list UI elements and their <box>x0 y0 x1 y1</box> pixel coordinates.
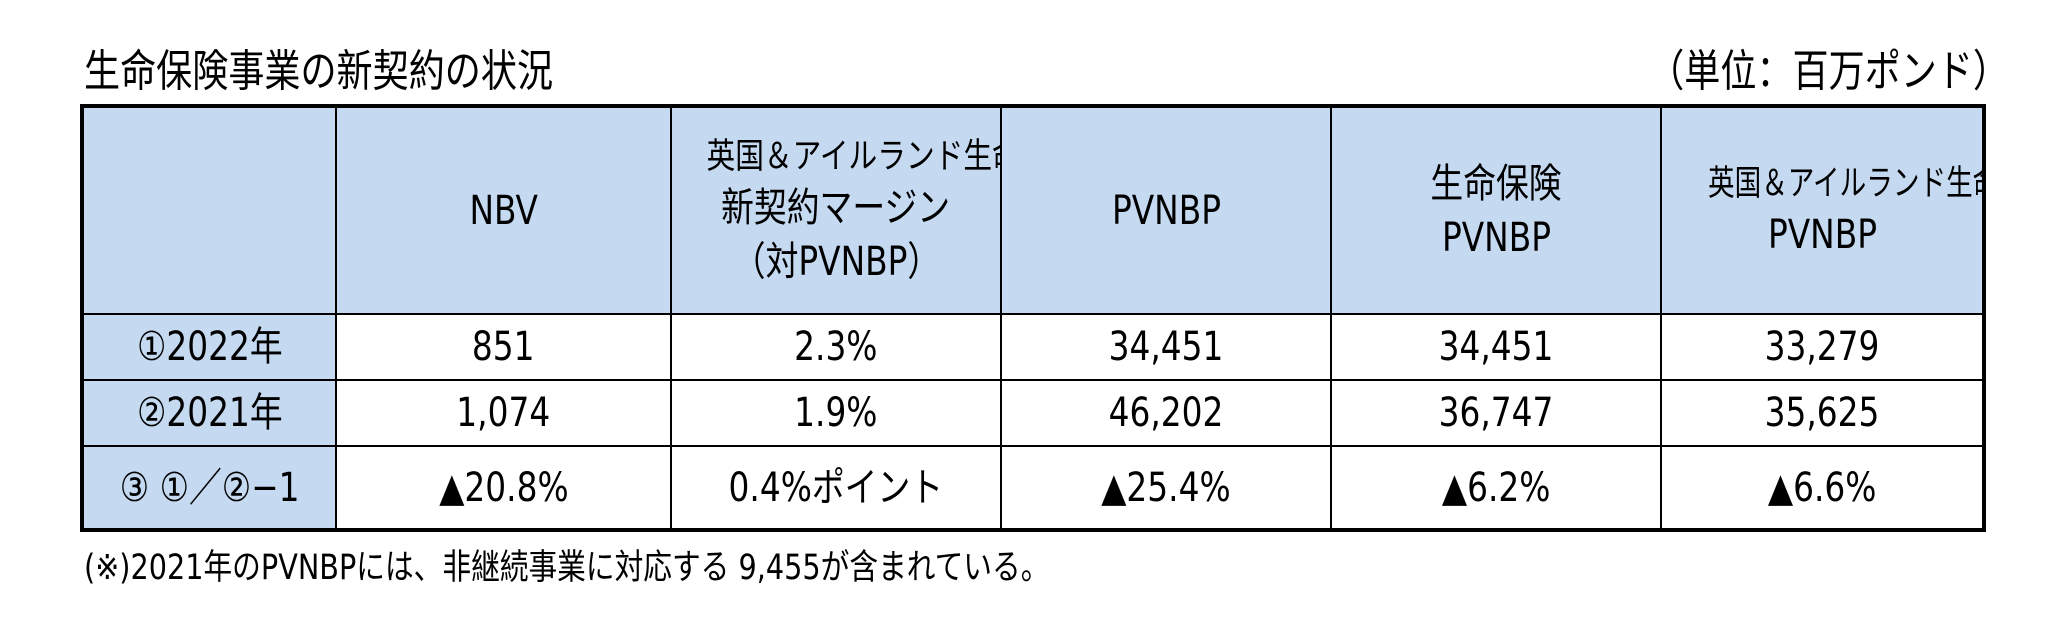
cell-value: 34,451 <box>1438 324 1554 370</box>
cell-value: 1.9% <box>794 390 878 436</box>
row-label-text: ①2022年 <box>136 324 283 370</box>
table-cell: ▲6.6% <box>1660 445 1985 531</box>
header-margin-line1: 英国＆アイルランド生命 <box>706 136 1001 177</box>
cell-value: 46,202 <box>1108 390 1224 436</box>
cell-value: 35,625 <box>1764 390 1880 436</box>
header-life-pvnbp-line1: 生命保険 <box>1430 160 1562 207</box>
row-label-text: ③ ①／②−1 <box>119 464 300 511</box>
row-label-2022: ①2022年 <box>81 313 337 381</box>
header-nbv: NBV <box>335 105 672 315</box>
table-cell: 1.9% <box>670 379 1002 447</box>
header-margin-line3: （対PVNBP） <box>732 238 940 285</box>
table-cell: ▲20.8% <box>335 445 672 531</box>
table-cell: 851 <box>335 313 672 381</box>
row-label-2021: ②2021年 <box>81 379 337 447</box>
cell-value: ▲6.2% <box>1441 464 1551 511</box>
header-row: NBV 英国＆アイルランド生命 新契約マージン （対PVNBP） PVNBP 生… <box>81 105 1985 315</box>
header-margin: 英国＆アイルランド生命 新契約マージン （対PVNBP） <box>670 105 1002 315</box>
header-uk-ireland-pvnbp-line2: PVNBP <box>1767 211 1877 258</box>
table-cell: 0.4%ポイント <box>670 445 1002 531</box>
table-cell: 34,451 <box>1330 313 1662 381</box>
row-label-text: ②2021年 <box>136 390 283 436</box>
row-label-change: ③ ①／②−1 <box>81 445 337 531</box>
header-life-pvnbp-line2: PVNBP <box>1441 214 1551 261</box>
cell-value: 851 <box>472 324 535 370</box>
cell-value: 36,747 <box>1438 390 1554 436</box>
header-life-pvnbp: 生命保険 PVNBP <box>1330 105 1662 315</box>
cell-value: 2.3% <box>794 324 878 370</box>
table-cell: 34,451 <box>1000 313 1332 381</box>
unit-label: （単位：百万ポンド） <box>1648 46 2009 97</box>
table-cell: 2.3% <box>670 313 1002 381</box>
header-pvnbp: PVNBP <box>1000 105 1332 315</box>
page-title: 生命保険事業の新契約の状況 <box>84 46 554 97</box>
header-uk-ireland-pvnbp-line1: 英国＆アイルランド生命 <box>1707 163 1984 204</box>
header-nbv-label: NBV <box>469 187 538 234</box>
table-cell: 36,747 <box>1330 379 1662 447</box>
table-row: ②2021年 1,074 1.9% 46,202 36,747 35,625 <box>81 379 1985 447</box>
footnote: (※)2021年のPVNBPには、非継続事業に対応する 9,455が含まれている… <box>84 548 1050 588</box>
table-cell: ▲6.2% <box>1330 445 1662 531</box>
header-corner-cell <box>81 105 337 315</box>
cell-value: 33,279 <box>1764 324 1880 370</box>
table-cell: 46,202 <box>1000 379 1332 447</box>
header-uk-ireland-pvnbp: 英国＆アイルランド生命 PVNBP <box>1660 105 1985 315</box>
table-row: ③ ①／②−1 ▲20.8% 0.4%ポイント ▲25.4% ▲6.2% ▲6.… <box>81 445 1985 531</box>
table-cell: 35,625 <box>1660 379 1985 447</box>
table-cell: ▲25.4% <box>1000 445 1332 531</box>
cell-value: ▲25.4% <box>1101 464 1231 511</box>
table-row: ①2022年 851 2.3% 34,451 34,451 33,279 <box>81 313 1985 381</box>
table-cell: 1,074 <box>335 379 672 447</box>
cell-value: ▲6.6% <box>1767 464 1877 511</box>
header-pvnbp-label: PVNBP <box>1111 187 1221 234</box>
cell-value: 0.4%ポイント <box>728 464 944 511</box>
cell-value: 34,451 <box>1108 324 1224 370</box>
header-margin-line2: 新契約マージン <box>721 184 951 231</box>
cell-value: ▲20.8% <box>438 464 569 511</box>
table-cell: 33,279 <box>1660 313 1985 381</box>
cell-value: 1,074 <box>456 390 551 436</box>
new-business-table: NBV 英国＆アイルランド生命 新契約マージン （対PVNBP） PVNBP 生… <box>80 104 1986 532</box>
